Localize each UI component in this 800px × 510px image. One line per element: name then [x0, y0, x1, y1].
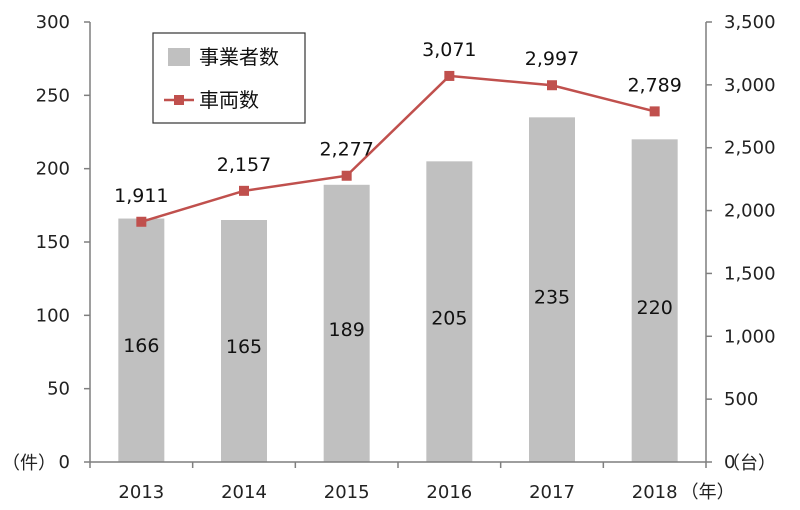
- line-value-label-2014: 2,157: [217, 154, 271, 176]
- left-axis-unit: （件）: [2, 453, 56, 474]
- left-tick-label-100: 100: [36, 305, 70, 326]
- x-tick-label-2014: 2014: [221, 482, 267, 503]
- bar-value-label-2018: 220: [637, 297, 673, 319]
- line-marker-2014: [239, 185, 249, 196]
- line-value-labels: 1,911 2,157 2,277 3,071 2,997 2,789: [114, 39, 682, 207]
- left-tick-label-250: 250: [36, 85, 70, 106]
- left-axis-ticks: 0 50 100 150 200 250 300: [36, 12, 90, 473]
- bar-value-label-2016: 205: [431, 308, 467, 330]
- legend-line-marker: [174, 95, 184, 105]
- bar-2015: [323, 184, 370, 463]
- right-tick-label-0: 0: [724, 452, 735, 473]
- bar-value-label-2014: 165: [226, 336, 262, 358]
- line-marker-2015: [341, 170, 352, 181]
- right-axis-ticks: 0 500 1,000 1,500 2,000 2,500 3,000 3,500: [706, 12, 776, 473]
- x-axis-ticks: 2013 2014 2015 2016 2017 2018: [89, 462, 707, 503]
- legend-bar-label: 事業者数: [199, 45, 279, 69]
- right-tick-label-2000: 2,000: [724, 201, 776, 222]
- line-value-label-2016: 3,071: [422, 39, 476, 61]
- right-tick-label-3500: 3,500: [724, 12, 776, 33]
- legend-line-label: 車両数: [199, 88, 259, 112]
- bar-2018: [631, 139, 678, 463]
- line-marker-2017: [547, 80, 557, 91]
- legend-bar-swatch: [168, 48, 190, 66]
- left-tick-label-150: 150: [36, 232, 70, 253]
- line-marker-2016: [444, 70, 455, 81]
- right-tick-label-1500: 1,500: [724, 263, 776, 284]
- bar-series: [118, 117, 678, 463]
- bar-2016: [426, 161, 473, 463]
- bar-value-label-2013: 166: [123, 335, 159, 357]
- line-value-label-2013: 1,911: [114, 185, 168, 207]
- left-tick-label-50: 50: [47, 379, 70, 400]
- line-path: [140, 74, 655, 223]
- bar-2017: [529, 117, 575, 462]
- line-marker-2013: [136, 216, 147, 227]
- x-tick-label-2018: 2018: [632, 482, 678, 503]
- bar-value-label-2015: 189: [329, 319, 365, 341]
- bar-value-labels: 166 165 189 205 235 220: [123, 287, 673, 358]
- x-axis-unit: （年）: [681, 482, 735, 503]
- x-tick-label-2017: 2017: [529, 482, 575, 503]
- right-tick-label-1000: 1,000: [724, 326, 776, 347]
- line-value-label-2017: 2,997: [525, 48, 579, 70]
- line-value-label-2018: 2,789: [627, 74, 681, 96]
- legend: 事業者数 車両数: [152, 32, 306, 124]
- right-tick-label-2500: 2,500: [724, 138, 776, 159]
- line-series: [136, 70, 660, 227]
- left-tick-label-0: 0: [59, 452, 70, 473]
- bar-2014: [221, 220, 267, 462]
- left-tick-label-200: 200: [36, 159, 70, 180]
- left-tick-label-300: 300: [36, 12, 70, 33]
- bar-2013: [118, 218, 165, 462]
- line-marker-2018: [649, 106, 660, 117]
- x-tick-label-2013: 2013: [118, 482, 164, 503]
- right-tick-label-3000: 3,000: [724, 75, 776, 96]
- bar-value-label-2017: 235: [534, 287, 570, 309]
- x-tick-label-2015: 2015: [324, 482, 370, 503]
- right-tick-label-500: 500: [724, 389, 758, 410]
- line-value-label-2015: 2,277: [319, 139, 373, 161]
- x-tick-label-2016: 2016: [426, 482, 472, 503]
- right-axis-unit: （台）: [722, 453, 776, 474]
